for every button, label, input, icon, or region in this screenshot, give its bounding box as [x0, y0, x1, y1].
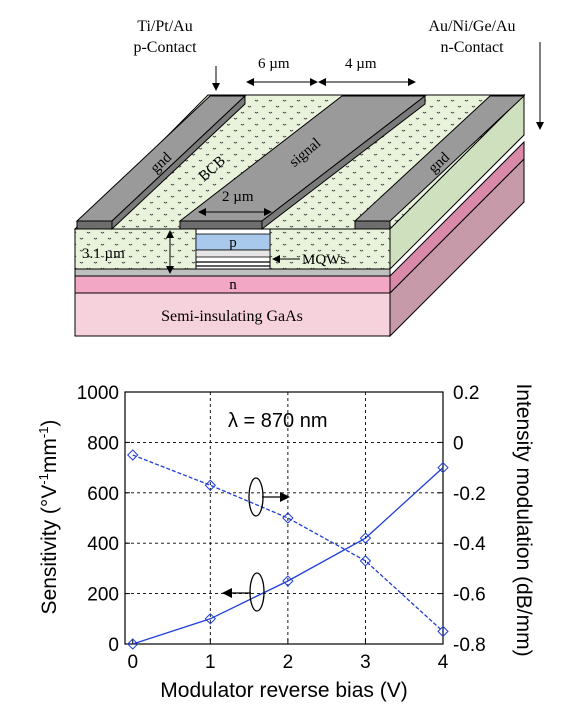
data-point-left — [127, 638, 139, 650]
gap2-dim-arrowhead — [318, 78, 326, 86]
x-tick-label: 2 — [283, 652, 294, 673]
gnd-right-front — [354, 220, 391, 230]
y-left-tick-label: 800 — [87, 433, 119, 454]
chart: 0 1 2 3 4 0 200 400 600 800 1000 -0.8 -0.6 -0.4 -0.2 0 0… — [36, 383, 535, 702]
data-point-right — [437, 625, 449, 638]
mqw-layer — [195, 249, 271, 258]
mqws-label: MQWs — [302, 252, 346, 268]
x-tick-label: 3 — [360, 652, 371, 673]
p-contact-arrowhead — [212, 83, 220, 91]
y-right-tick-label: -0.8 — [453, 635, 486, 656]
n-contact-metal: Au/Ni/Ge/Au — [428, 18, 515, 35]
y-right-tick-label: -0.6 — [453, 585, 486, 606]
data-point-left — [359, 532, 372, 544]
gnd-left-front — [76, 220, 113, 230]
y-left-tick-label: 600 — [87, 484, 119, 505]
y-left-tick-label: 1000 — [77, 383, 119, 404]
y-left-axis-title: Sensitivity (°V-1mm-1) — [36, 420, 61, 615]
n-label: n — [229, 277, 237, 293]
data-point-left — [204, 613, 217, 625]
y-right-tick-label: 0 — [453, 433, 464, 454]
gap2-dim-arrowhead — [408, 78, 416, 86]
right-axis-indicator-arrowhead — [280, 492, 290, 502]
x-tick-label: 1 — [205, 652, 216, 673]
p-label: p — [229, 235, 237, 251]
y-left-tick-label: 400 — [87, 534, 119, 555]
left-axis-indicator-arrowhead — [222, 588, 232, 598]
width-dim-arrowhead — [198, 208, 206, 216]
height-dim-arrowhead — [166, 230, 174, 238]
gap-dim-arrowhead — [310, 78, 318, 86]
data-point-right — [359, 555, 372, 567]
n-contact-arrowhead — [536, 122, 544, 130]
grid-layer — [125, 392, 443, 644]
y-left-tick-label: 200 — [87, 585, 119, 606]
signal-front — [179, 220, 263, 230]
x-tick-label: 0 — [127, 652, 138, 673]
n-layer-side — [389, 140, 525, 295]
data-point-left — [437, 461, 449, 474]
substrate-label: Semi-insulating GaAs — [161, 308, 303, 325]
mqws-arrowhead — [272, 255, 280, 263]
data-point-right — [127, 449, 139, 461]
y-right-axis-title: Intensity modulation (dB/mm) — [512, 383, 535, 656]
y-right-tick-label: -0.4 — [453, 534, 486, 555]
gnd-left-side — [111, 94, 246, 231]
plot-frame — [124, 391, 444, 645]
series-line-right — [132, 454, 444, 632]
x-tick-label: 4 — [438, 652, 449, 673]
gap2-dim-label: 4 µm — [345, 56, 377, 72]
device-diagram: gnd signal gnd BCB p n Semi-insulating G… — [73, 18, 544, 338]
p-contact-metal: Ti/Pt/Au — [137, 18, 192, 35]
height-dim-label: 3.1 µm — [82, 246, 125, 262]
ticks-layer: 0 1 2 3 4 0 200 400 600 800 1000 -0.8 -0.6 -0.4 -0.2 0 0… — [77, 383, 486, 673]
gap-dim-label: 6 µm — [258, 56, 290, 72]
data-point-left — [282, 575, 294, 587]
y-right-tick-label: 0.2 — [453, 383, 479, 404]
wavelength-annotation: λ = 870 nm — [228, 410, 328, 432]
signal-side — [261, 94, 426, 231]
width-dim-arrowhead — [264, 208, 272, 216]
y-left-tick-label: 0 — [108, 635, 119, 656]
series-line-left — [132, 467, 444, 645]
base-strip — [74, 268, 391, 277]
gap-dim-arrowhead — [246, 78, 254, 86]
y-right-tick-label: -0.2 — [453, 484, 486, 505]
right-axis-indicator-ellipse — [248, 477, 264, 517]
data-point-right — [282, 512, 294, 524]
bcb-side — [389, 93, 525, 271]
width-dim-label: 2 µm — [222, 189, 254, 205]
x-axis-title: Modulator reverse bias (V) — [160, 679, 407, 702]
height-dim-arrowhead — [166, 266, 174, 274]
n-contact-label: n-Contact — [440, 39, 504, 56]
left-axis-indicator-ellipse — [249, 572, 265, 612]
p-contact-label: p-Contact — [133, 39, 197, 56]
series-layer — [127, 449, 449, 650]
data-point-right — [204, 479, 217, 491]
